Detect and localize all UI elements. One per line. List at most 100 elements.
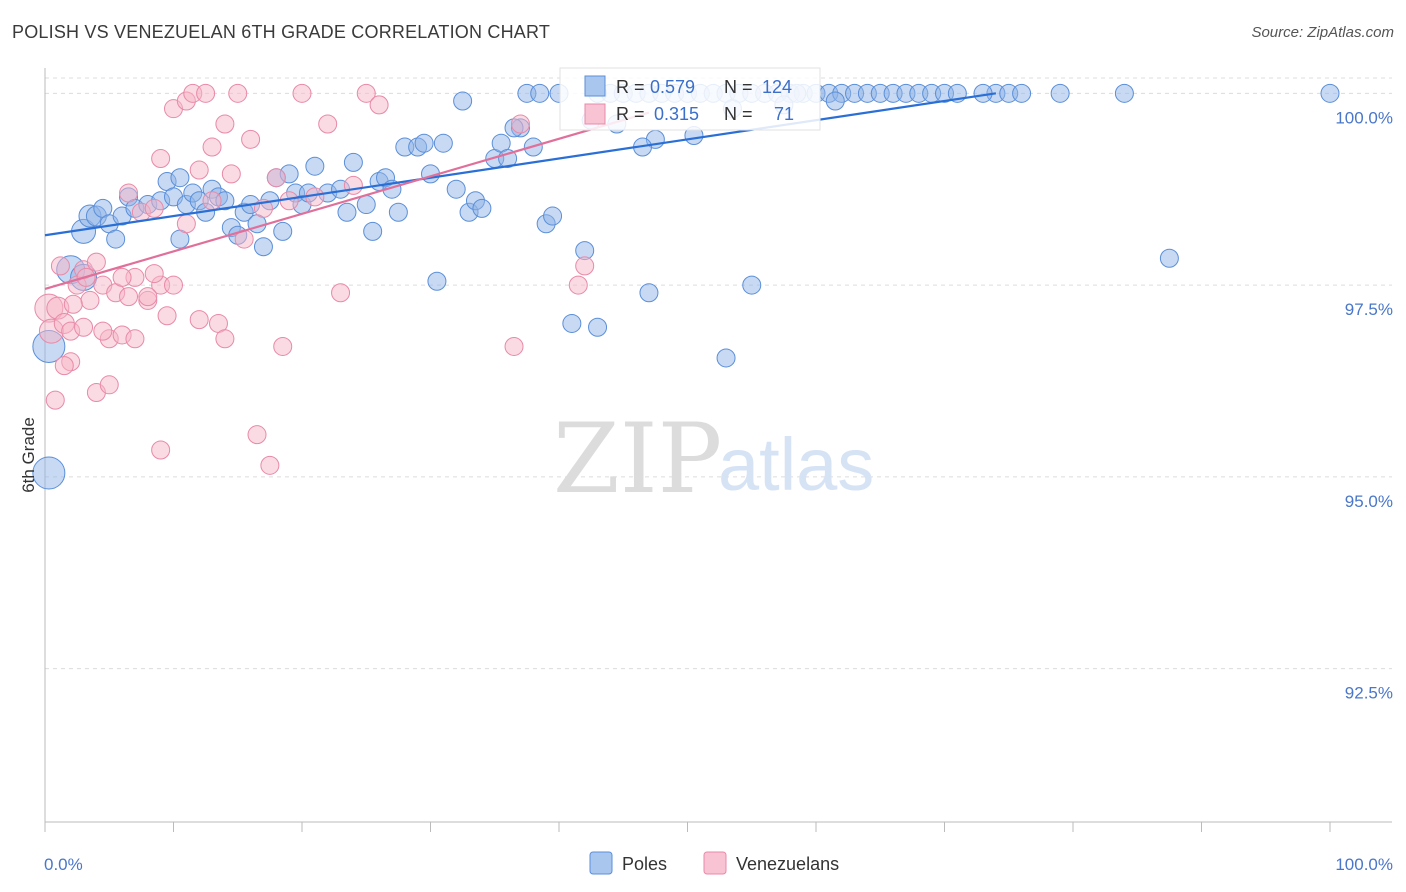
venezuelans-point-25 — [202, 191, 222, 211]
venezuelans-point-36 — [273, 336, 293, 356]
poles-point-9 — [106, 229, 126, 249]
poles-point-48 — [388, 202, 408, 222]
y-tick-labels: 100.0% 97.5% 95.0% 92.5% — [1335, 108, 1393, 702]
y-tick-label-3: 92.5% — [1345, 684, 1393, 703]
poles-point-55 — [446, 179, 466, 199]
venezuelans-point-17 — [144, 198, 164, 218]
poles-point-53 — [427, 271, 447, 291]
axes — [44, 68, 1392, 832]
poles-point-113 — [825, 91, 845, 111]
poles-r-label: R = — [616, 77, 645, 97]
poles-point-42 — [343, 152, 363, 172]
venezuelans-trend-line — [44, 111, 650, 290]
poles-point-116 — [716, 348, 736, 368]
venezuelans-point-55 — [202, 137, 222, 157]
poles-point-41 — [337, 202, 357, 222]
gridlines — [45, 77, 1392, 670]
y-tick-label-1: 97.5% — [1345, 300, 1393, 319]
poles-point-70 — [562, 313, 582, 333]
venezuelans-r-value: 0.315 — [654, 104, 699, 124]
venezuelans-point-42 — [343, 175, 363, 195]
venezuelans-point-43 — [356, 83, 376, 103]
venezuelans-point-40 — [318, 114, 338, 134]
poles-n-label: N = — [724, 77, 753, 97]
watermark-atlas: atlas — [718, 423, 874, 506]
venezuelans-point-28 — [221, 164, 241, 184]
venezuelans-point-31 — [241, 129, 261, 149]
poles-point-103 — [1050, 83, 1070, 103]
venezuelans-point-51 — [138, 287, 158, 307]
venezuelans-point-44 — [369, 95, 389, 115]
legend-venezuelans-label: Venezuelans — [736, 854, 839, 874]
watermark-zip: ZIP — [553, 403, 722, 515]
venezuelans-point-60 — [119, 183, 139, 203]
venezuelans-point-13 — [119, 287, 139, 307]
venezuelans-point-24 — [196, 83, 216, 103]
venezuelans-point-47 — [74, 317, 94, 337]
poles-point-43 — [356, 195, 376, 215]
venezuelans-point-50 — [125, 329, 145, 349]
poles-point-114 — [588, 317, 608, 337]
venezuelans-point-34 — [260, 455, 280, 475]
poles-point-102 — [1012, 83, 1032, 103]
venezuelans-point-32 — [247, 425, 267, 445]
venezuelans-point-46 — [54, 356, 74, 376]
poles-point-104 — [1114, 83, 1134, 103]
venezuelans-point-59 — [86, 252, 106, 272]
poles-swatch — [584, 75, 606, 97]
poles-point-44 — [363, 221, 383, 241]
poles-point-59 — [472, 198, 492, 218]
venezuelans-point-52 — [151, 149, 171, 169]
venezuelans-point-58 — [50, 256, 70, 276]
venezuelans-point-63 — [151, 440, 171, 460]
venezuelans-point-61 — [144, 264, 164, 284]
poles-point-33 — [273, 221, 293, 241]
poles-point-30 — [253, 237, 273, 257]
poles-point-115 — [639, 283, 659, 303]
stats-box: R = 0.579 N = 124 R = 0.315 N = 71 — [559, 67, 821, 131]
venezuelans-point-7 — [80, 290, 100, 310]
poles-point-117 — [742, 275, 762, 295]
venezuelans-point-67 — [510, 114, 530, 134]
legend: Poles Venezuelans — [589, 851, 839, 875]
legend-poles-swatch — [589, 851, 613, 875]
venezuelans-point-41 — [331, 283, 351, 303]
poles-point-105 — [1320, 83, 1340, 103]
venezuelans-r-label: R = — [616, 104, 645, 124]
x-tick-label-min: 0.0% — [44, 855, 83, 874]
poles-point-51 — [414, 133, 434, 153]
poles-point-118 — [1159, 248, 1179, 268]
venezuelans-point-57 — [45, 390, 65, 410]
watermark: ZIP atlas — [553, 403, 874, 515]
venezuelans-point-38 — [292, 83, 312, 103]
venezuelans-point-69 — [63, 294, 83, 314]
venezuelans-swatch — [584, 103, 606, 125]
venezuelans-points — [34, 83, 595, 475]
venezuelans-point-64 — [504, 336, 524, 356]
x-tick-labels: 0.0% 100.0% — [44, 855, 1393, 874]
venezuelans-point-19 — [157, 306, 177, 326]
venezuelans-point-56 — [215, 329, 235, 349]
poles-r-value: 0.579 — [650, 77, 695, 97]
venezuelans-point-49 — [112, 267, 132, 287]
source-credit: Source: ZipAtlas.com — [1251, 24, 1394, 41]
x-tick-label-max: 100.0% — [1335, 855, 1393, 874]
venezuelans-point-23 — [189, 160, 209, 180]
venezuelans-point-54 — [189, 310, 209, 330]
y-tick-label-0: 100.0% — [1335, 108, 1393, 127]
poles-point-17 — [170, 168, 190, 188]
y-axis-title: 6th Grade — [19, 417, 38, 493]
legend-poles-label: Poles — [622, 854, 667, 874]
venezuelans-n-value: 71 — [774, 104, 794, 124]
poles-point-56 — [453, 91, 473, 111]
venezuelans-point-29 — [228, 83, 248, 103]
poles-point-68 — [543, 206, 563, 226]
venezuelans-n-label: N = — [724, 104, 753, 124]
trend-lines — [44, 92, 997, 290]
poles-n-value: 124 — [762, 77, 792, 97]
poles-point-1 — [32, 456, 66, 490]
venezuelans-point-53 — [164, 275, 183, 295]
chart-title: POLISH VS VENEZUELAN 6TH GRADE CORRELATI… — [12, 22, 551, 42]
legend-venezuelans-swatch — [703, 851, 727, 875]
